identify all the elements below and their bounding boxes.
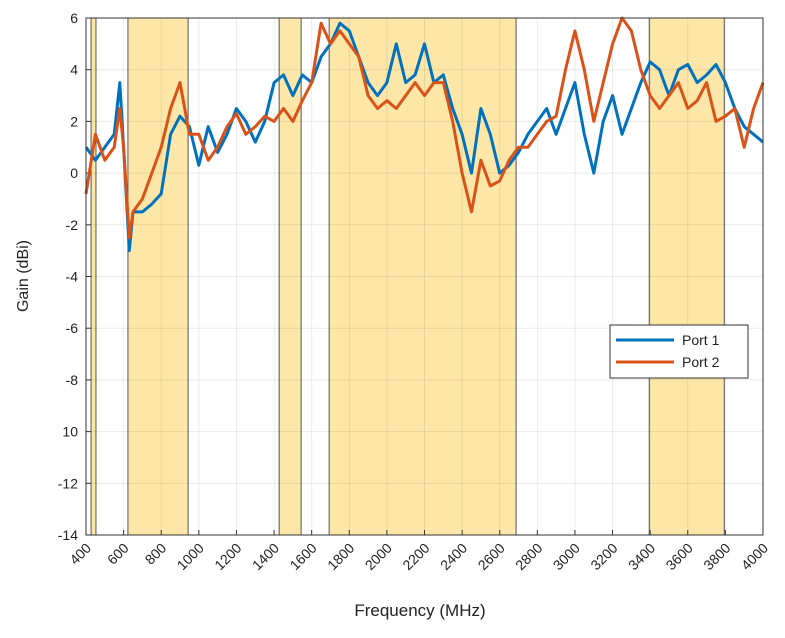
series-line xyxy=(84,21,764,253)
x-tick-label: 1200 xyxy=(211,540,244,573)
x-tick-label: 3200 xyxy=(587,540,620,573)
x-tick-label: 3600 xyxy=(663,540,696,573)
y-tick-label: 0 xyxy=(70,165,78,181)
legend-box xyxy=(609,324,749,379)
x-tick-label: 1000 xyxy=(174,540,207,573)
y-axis-label: Gain (dBi) xyxy=(15,240,32,312)
y-tick-label: -8 xyxy=(66,372,79,388)
x-tick-label: 2600 xyxy=(474,540,507,573)
x-tick-label: 4000 xyxy=(738,540,771,573)
x-tick-label: 3000 xyxy=(550,540,583,573)
x-tick-label: 3800 xyxy=(700,540,733,573)
shaded-band xyxy=(127,17,189,536)
x-tick-label: 2200 xyxy=(399,540,432,573)
legend-label: Port 1 xyxy=(682,332,720,348)
legend-label: Port 2 xyxy=(682,354,720,370)
y-tick-label: -14 xyxy=(58,527,78,543)
shaded-band xyxy=(328,17,517,536)
y-tick-label: -4 xyxy=(66,269,79,285)
x-tick-label: 2000 xyxy=(362,540,395,573)
x-tick-label: 400 xyxy=(66,540,94,568)
y-tick-label: -2 xyxy=(66,217,79,233)
y-tick-label: 6 xyxy=(70,10,78,26)
x-tick-label: 600 xyxy=(104,540,132,568)
x-tick-label: 2800 xyxy=(512,540,545,573)
x-tick-label: 1400 xyxy=(249,540,282,573)
y-tick-label: -6 xyxy=(66,320,79,336)
x-tick-label: 1600 xyxy=(286,540,319,573)
x-axis-label: Frequency (MHz) xyxy=(354,601,485,620)
x-tick-label: 800 xyxy=(142,540,170,568)
x-tick-label: 2400 xyxy=(437,540,470,573)
x-tick-label: 1800 xyxy=(324,540,357,573)
y-tick-label: 10 xyxy=(62,424,78,440)
y-tick-label: 4 xyxy=(70,62,78,78)
plot-border xyxy=(85,17,764,536)
y-tick-label: -12 xyxy=(58,475,78,491)
x-tick-label: 3400 xyxy=(625,540,658,573)
series-line xyxy=(84,16,765,240)
y-tick-label: 2 xyxy=(70,113,78,129)
